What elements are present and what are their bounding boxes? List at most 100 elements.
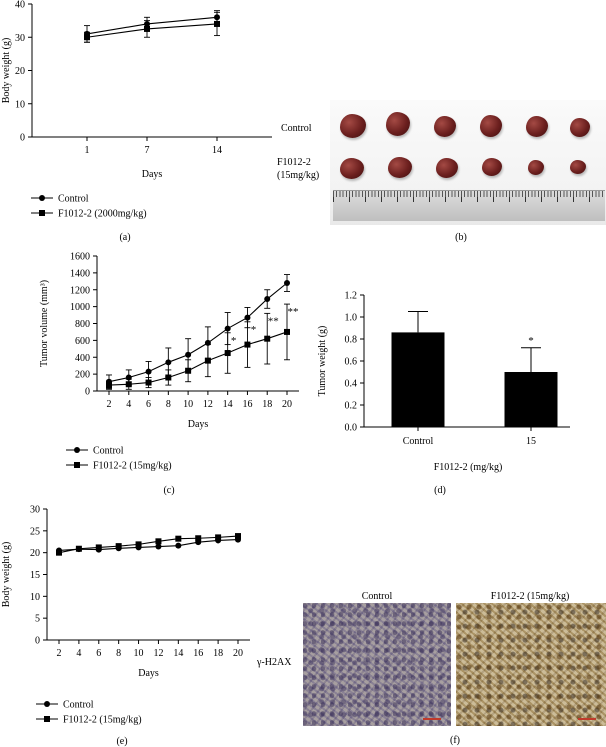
data-point-f1012-2 xyxy=(155,538,162,545)
photo-row-label-control: Control xyxy=(281,123,312,134)
tumor-control xyxy=(526,116,548,137)
photo-row-label-dose: (15mg/kg) xyxy=(277,170,319,181)
legend-label-control: Control xyxy=(63,700,94,711)
ruler-image xyxy=(333,190,605,221)
x-tick-label: 16 xyxy=(242,399,252,410)
data-point-f1012-2 xyxy=(204,357,211,364)
significance-marker: ** xyxy=(268,315,279,327)
tumor-f1012-2 xyxy=(570,160,586,174)
y-tick-label: 15 xyxy=(30,570,40,581)
tumor-f1012-2 xyxy=(482,158,502,176)
tumor-f1012-2 xyxy=(388,157,412,178)
y-tick-label: 10 xyxy=(30,592,40,603)
x-tick-label: 2 xyxy=(107,399,112,410)
y-tick-label: 0.8 xyxy=(345,335,358,346)
y-tick-label: 5 xyxy=(35,614,40,625)
x-axis-label: Days xyxy=(188,419,209,430)
data-point-f1012-2 xyxy=(106,382,112,389)
data-point-f1012-2 xyxy=(125,381,132,388)
x-tick-label: 20 xyxy=(282,399,292,410)
y-tick-label: 30 xyxy=(30,505,40,516)
significance-marker: ** xyxy=(288,306,299,318)
series-line-control xyxy=(108,282,288,383)
data-point-f1012-2 xyxy=(284,328,290,335)
legend-label-control: Control xyxy=(93,446,124,457)
x-tick-label: 18 xyxy=(262,399,272,410)
x-tick-label: 8 xyxy=(166,399,171,410)
data-point-control xyxy=(145,368,152,375)
data-point-control xyxy=(244,314,251,321)
data-point-f1012-2 xyxy=(75,545,82,552)
data-point-f1012-2 xyxy=(95,544,102,551)
tumor-f1012-2 xyxy=(340,158,364,179)
tumor-f1012-2 xyxy=(436,158,458,178)
data-point-f1012-2 xyxy=(144,25,150,32)
x-tick-label: 16 xyxy=(193,648,203,659)
x-tick-label: 1 xyxy=(85,145,90,156)
photo-row-label-f1012-2: F1012-2 xyxy=(277,157,311,168)
x-tick-label: 6 xyxy=(96,648,101,659)
y-tick-label: 800 xyxy=(75,319,90,330)
y-tick-label: 30 xyxy=(15,33,25,44)
data-point-control xyxy=(224,325,231,332)
data-point-f1012-2 xyxy=(215,534,222,541)
data-point-f1012-2 xyxy=(175,535,182,542)
data-point-control xyxy=(185,351,192,358)
y-axis-label: Tumor volume (mm³) xyxy=(39,280,50,367)
tumor-control xyxy=(480,115,502,137)
data-point-control xyxy=(165,359,172,366)
y-tick-label: 0.0 xyxy=(345,423,358,434)
significance-marker: * xyxy=(231,335,237,347)
tumor-photo xyxy=(330,100,606,225)
ihc-image-treated xyxy=(456,603,606,726)
y-tick-label: 10 xyxy=(15,99,25,110)
panel-label-a: (a) xyxy=(119,232,130,243)
x-tick-label: 4 xyxy=(126,399,131,410)
y-tick-label: 600 xyxy=(75,336,90,347)
legend-marker-control xyxy=(39,195,45,201)
legend-marker-control xyxy=(44,701,50,707)
x-tick-label: 6 xyxy=(146,399,151,410)
tumor-control xyxy=(386,112,410,136)
x-tick-label: 14 xyxy=(223,399,233,410)
x-tick-label: 18 xyxy=(213,648,223,659)
x-axis-label: F1012-2 (mg/kg) xyxy=(434,462,503,473)
data-point-f1012-2 xyxy=(264,335,271,342)
data-point-f1012-2 xyxy=(135,541,142,548)
data-point-f1012-2 xyxy=(235,533,241,540)
data-point-control xyxy=(175,542,182,549)
y-tick-label: 0 xyxy=(85,387,90,398)
ihc-col-label-control: Control xyxy=(362,591,393,602)
series-line-f1012-2 xyxy=(108,331,288,386)
data-point-control xyxy=(284,280,290,286)
y-tick-label: 0 xyxy=(20,133,25,144)
y-tick-label: 1600 xyxy=(70,252,90,263)
y-tick-label: 1400 xyxy=(70,268,90,279)
x-tick-label: 14 xyxy=(173,648,183,659)
tumor-control xyxy=(570,118,590,137)
data-point-f1012-2 xyxy=(224,350,231,357)
series-line-f1012-2 xyxy=(58,535,239,554)
y-tick-label: 0.4 xyxy=(345,379,358,390)
x-tick-label: 10 xyxy=(183,399,193,410)
legend-marker-f1012-2 xyxy=(39,210,45,216)
legend-label-control: Control xyxy=(58,194,89,205)
x-tick-label: 4 xyxy=(76,648,81,659)
ihc-row-label: γ-H2AX xyxy=(256,657,292,668)
data-point-control xyxy=(155,543,162,550)
data-point-f1012-2 xyxy=(56,549,62,556)
x-tick-label: 8 xyxy=(116,648,121,659)
ihc-col-label-treated: F1012-2 (15mg/kg) xyxy=(491,591,570,602)
y-tick-label: 1200 xyxy=(70,285,90,296)
legend-marker-f1012-2 xyxy=(74,462,80,468)
bar-f1012-2 xyxy=(504,372,558,427)
significance-marker: * xyxy=(251,324,257,336)
panel-label-c: (c) xyxy=(163,485,174,496)
panel-label-d: (d) xyxy=(434,485,446,496)
series-line-control xyxy=(58,539,239,552)
y-tick-label: 0.6 xyxy=(345,357,358,368)
legend-marker-control xyxy=(74,447,80,453)
y-tick-label: 0 xyxy=(35,636,40,647)
legend-label-f1012-2: F1012-2 (2000mg/kg) xyxy=(58,209,147,220)
